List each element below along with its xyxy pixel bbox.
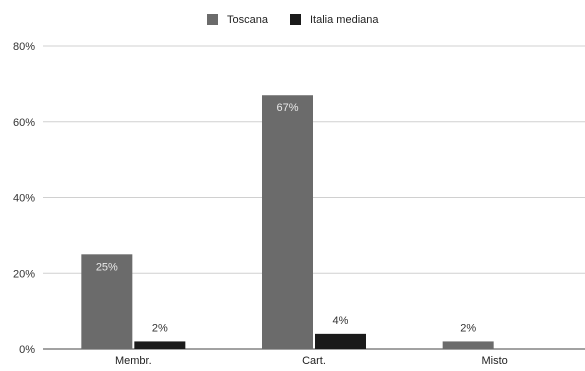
bars (81, 95, 494, 349)
legend-label: Toscana (227, 14, 269, 26)
data-label: 4% (333, 315, 349, 327)
x-tick-label: Misto (482, 355, 508, 366)
y-tick-label: 40% (13, 193, 35, 205)
y-tick-label: 20% (13, 268, 35, 280)
x-tick-label: Membr. (115, 355, 152, 366)
data-label: 2% (152, 322, 168, 334)
bar (262, 95, 313, 349)
bar (81, 254, 133, 349)
data-labels: 25% 2% 67% 4% 2% (96, 102, 477, 334)
bar (134, 341, 186, 349)
legend-swatch (290, 14, 301, 25)
legend-label: Italia mediana (310, 14, 379, 26)
y-tick-label: 60% (13, 117, 35, 129)
x-tick-label: Cart. (302, 355, 326, 366)
y-tick-label: 0% (19, 344, 35, 356)
grid-lines (43, 45, 585, 350)
bar (315, 333, 366, 349)
data-label: 2% (460, 322, 476, 334)
data-label: 67% (276, 102, 298, 114)
legend: Toscana Italia mediana (207, 14, 379, 26)
y-tick-label: 80% (13, 41, 35, 53)
y-axis: 0% 20% 40% 60% 80% (13, 41, 35, 356)
bar (442, 341, 494, 349)
x-axis: Membr. Cart. Misto (115, 355, 508, 367)
data-label: 25% (96, 261, 118, 273)
legend-swatch (207, 14, 218, 25)
